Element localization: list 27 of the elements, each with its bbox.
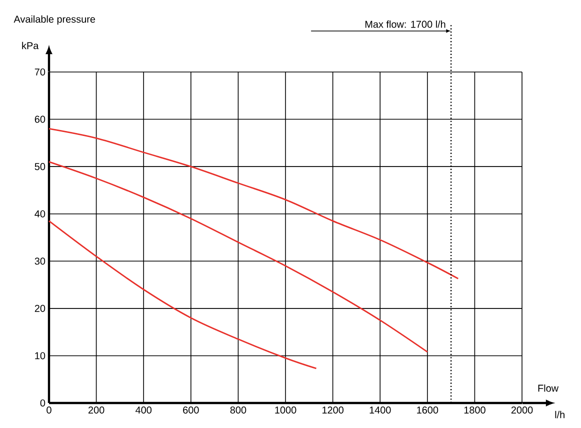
x-tick-label: 400 xyxy=(136,406,152,414)
x-tick-label: 1600 xyxy=(417,406,438,414)
x-tick-label: 2000 xyxy=(511,406,533,414)
x-tick-label: 1200 xyxy=(322,406,344,414)
y-tick-label: 20 xyxy=(34,304,46,312)
x-tick-label: 1400 xyxy=(370,406,391,414)
y-tick-label: 70 xyxy=(34,68,46,76)
x-tick-label: 1800 xyxy=(464,406,486,414)
y-tick-label: 10 xyxy=(35,352,46,360)
ref-line-label: Max flow: 1700 l/h xyxy=(365,20,446,28)
x-tick-label: 1000 xyxy=(275,406,296,414)
x-tick-label: 800 xyxy=(230,406,246,414)
x-tick-label: 600 xyxy=(183,406,199,414)
text: kPa xyxy=(22,42,39,50)
y-axis-title: Available pressure xyxy=(14,15,96,25)
y-tick-label: 30 xyxy=(34,258,46,265)
text: l/h xyxy=(555,410,564,418)
y-tick-label: 50 xyxy=(34,163,46,170)
x-tick-label: 0 xyxy=(46,406,52,414)
y-tick-label: 60 xyxy=(34,116,46,123)
line-series xyxy=(48,128,459,280)
line-series xyxy=(48,220,317,370)
y-tick-label: 40 xyxy=(34,210,46,218)
y-tick-label: 0 xyxy=(40,399,46,407)
line-series xyxy=(48,161,428,353)
x-tick-label: 200 xyxy=(88,406,104,414)
x-axis-title: Flow xyxy=(538,384,559,392)
